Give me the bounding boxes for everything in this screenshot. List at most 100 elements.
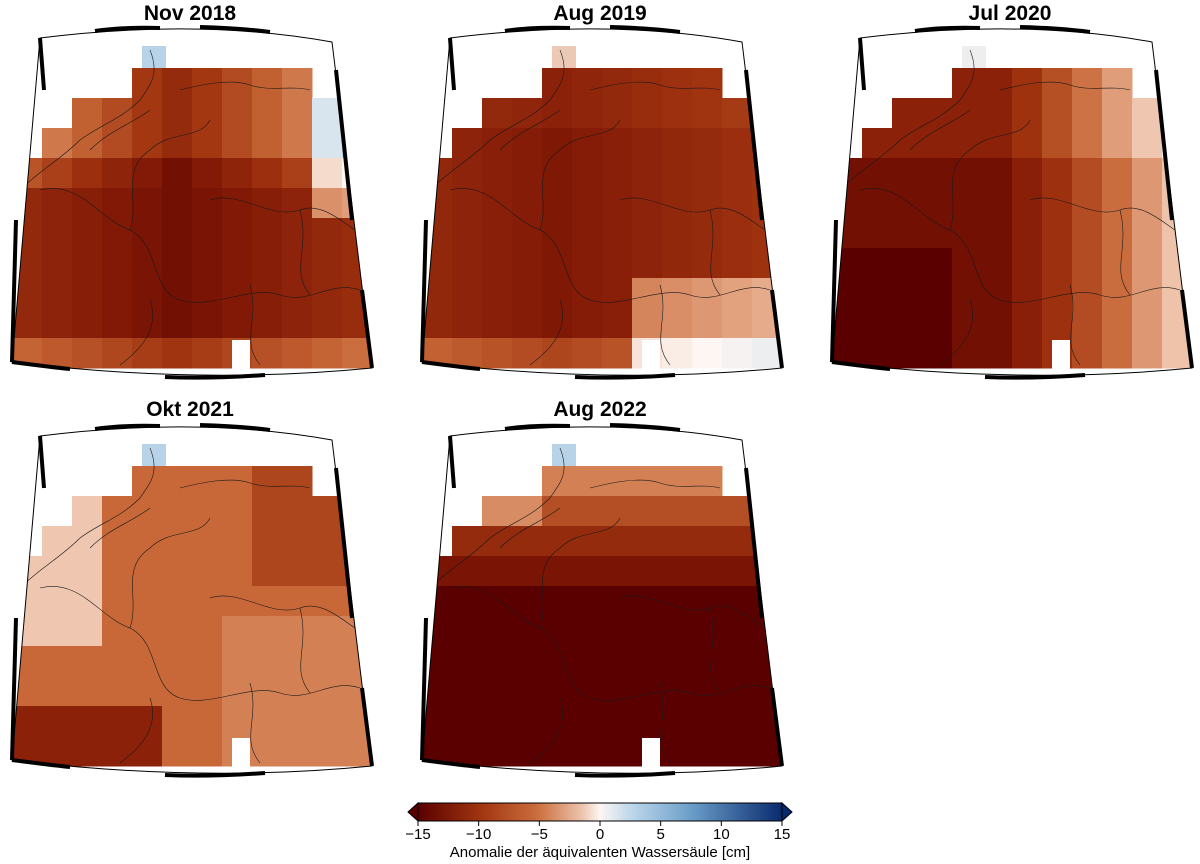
grid-cell [692,526,723,557]
grid-cell [192,158,223,189]
grid-cell [602,218,633,249]
map-frame-tick [574,771,676,778]
grid-cell [512,188,543,219]
grid-cell [132,466,163,497]
grid-cell [952,98,983,129]
grid-cell [692,676,723,707]
grid-cell [542,646,573,677]
grid-cell [692,556,723,587]
grid-cell [312,218,343,249]
map-frame-tick [984,373,1086,380]
grid-cell [572,526,603,557]
grid-cell [312,308,343,339]
grid-cell [132,278,163,309]
grid-cell [512,526,543,557]
grid-cell [282,128,313,159]
grid-cell [952,68,983,99]
grid-cell [222,308,253,339]
grid-cell [282,466,313,497]
country-border [249,284,261,366]
grid-cell [72,496,103,527]
grid-cell [252,68,283,99]
grid-cell [252,526,283,557]
grid-cell [982,248,1013,279]
grid-cell [72,646,103,677]
grid-cell [282,496,313,527]
grid-cell [512,556,543,587]
grid-cell [192,496,223,527]
grid-cell [222,496,253,527]
grid-cell [342,98,372,129]
grid-cell [1132,338,1163,369]
grid-cell [752,646,782,677]
grid-cell [542,338,573,369]
country-border [939,299,973,366]
colorbar-upper-arrow [781,801,793,823]
country-border [529,697,563,764]
grid-cell [602,98,633,129]
grid-cell [312,496,343,527]
grid-cell [192,248,223,279]
grid-cell [542,496,573,527]
grid-cell [282,98,313,129]
grid-cell [962,46,986,68]
grid-cell [662,646,693,677]
grid-cell [572,248,603,279]
grid-cell [632,308,663,339]
grid-cell [42,646,73,677]
grid-cell [482,188,513,219]
map-frame-tick [770,687,784,767]
map-frame-tick [360,289,374,369]
grid-cell [342,496,372,527]
grid-cell [12,308,43,339]
grid-cell [632,188,663,219]
grid-cell [1102,248,1133,279]
grid-cell [252,188,283,219]
grid-cell [452,278,483,309]
map-frame-tick [448,435,456,489]
grid-cell [222,218,253,249]
country-border [449,586,771,701]
grid-cell [542,526,573,557]
grid-cell [722,706,753,737]
grid-cell [662,526,693,557]
country-border [39,586,361,701]
coastline [19,447,311,589]
map-frame-tick [1019,25,1091,34]
grid-cell [692,308,723,339]
map-frame-tick [858,37,866,91]
map-frame-tick [94,423,161,431]
grid-cell [1012,248,1043,279]
grid-cell [572,706,603,737]
anomaly-grid [12,46,372,370]
grid-cell [482,278,513,309]
grid-cell [572,736,603,767]
grid-cell [1162,98,1192,129]
grid-cell [192,676,223,707]
grid-cell [662,68,693,99]
grid-cell [662,338,693,369]
grid-cell [342,646,372,677]
grid-cell [102,676,133,707]
grid-cell [192,68,223,99]
grid-cell [722,616,753,647]
grid-cell [282,706,313,737]
grid-cell [952,338,983,369]
grid-cell [542,248,573,279]
grid-cell [132,556,163,587]
country-border [129,517,211,629]
grid-cell [282,586,313,617]
anomaly-grid [422,444,782,768]
grid-cell [692,496,723,527]
grid-cell [1042,98,1073,129]
grid-cell [132,586,163,617]
grid-cell [692,98,723,129]
grid-cell [892,278,923,309]
map-frame-tick [504,25,571,33]
grid-cell [482,646,513,677]
grid-cell [482,736,513,767]
grid-cell [282,218,313,249]
grid-cell [542,308,573,339]
grid-cell [632,706,663,737]
grid-cell [602,646,633,677]
